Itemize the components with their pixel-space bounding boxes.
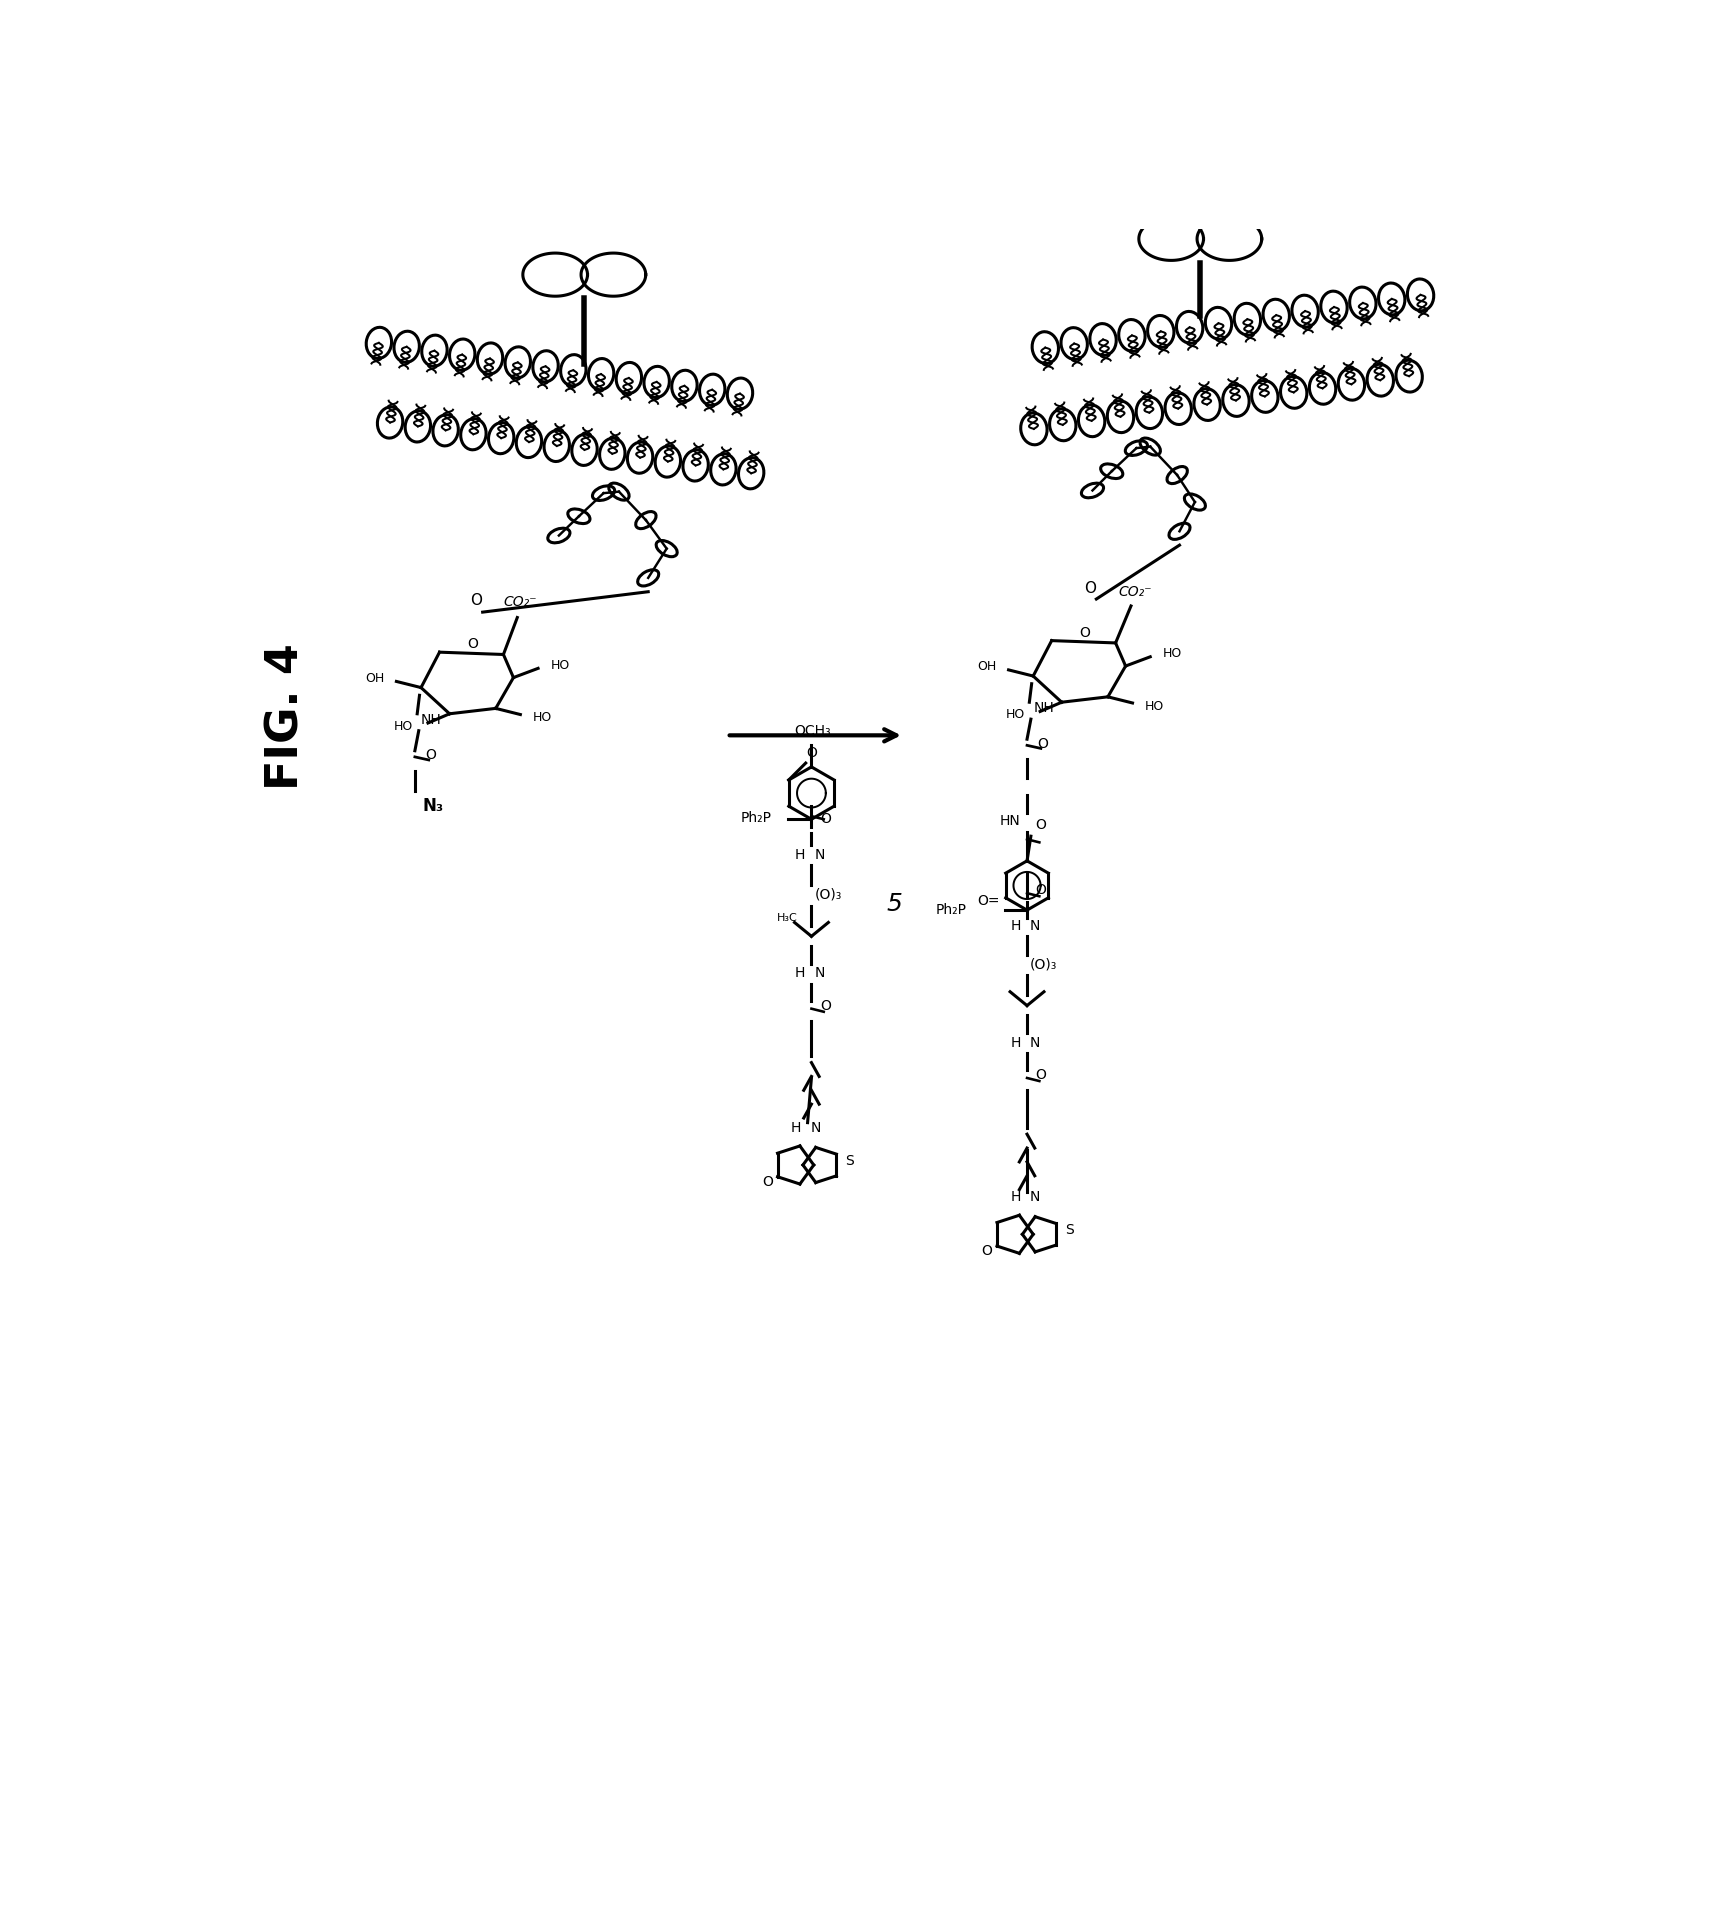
Text: OCH₃: OCH₃ (795, 725, 831, 738)
Text: O: O (1035, 1069, 1046, 1082)
Text: H: H (792, 1120, 802, 1136)
Text: O: O (1085, 581, 1097, 597)
Text: O: O (470, 593, 482, 608)
Text: O: O (425, 748, 435, 763)
Text: 5: 5 (886, 893, 903, 916)
Text: N₃: N₃ (423, 797, 444, 815)
Text: O=: O= (977, 895, 999, 908)
Text: O: O (1037, 736, 1047, 751)
Text: N: N (1030, 918, 1040, 933)
Text: H: H (1011, 918, 1022, 933)
Text: HO: HO (550, 660, 569, 671)
Text: HO: HO (1006, 707, 1025, 721)
Text: O: O (1035, 883, 1046, 897)
Text: N: N (1030, 1036, 1040, 1050)
Text: (O)₃: (O)₃ (814, 887, 842, 902)
Text: S: S (845, 1155, 854, 1168)
Text: CO₂⁻: CO₂⁻ (1119, 585, 1152, 598)
Text: FIG. 4: FIG. 4 (264, 642, 309, 790)
Text: H: H (1011, 1036, 1022, 1050)
Text: (O)₃: (O)₃ (1030, 958, 1058, 971)
Text: HN: HN (1001, 815, 1022, 828)
Text: H: H (795, 847, 806, 862)
Text: OH: OH (977, 660, 996, 673)
Text: S: S (1064, 1224, 1073, 1237)
Text: O: O (819, 813, 831, 826)
Text: NH: NH (1034, 702, 1054, 715)
Text: H₃C: H₃C (776, 912, 797, 923)
Text: N: N (814, 966, 824, 981)
Text: HO: HO (1162, 646, 1183, 660)
Text: O: O (1035, 818, 1046, 832)
Text: O: O (763, 1176, 773, 1189)
Text: N: N (1030, 1191, 1040, 1205)
Text: N: N (814, 847, 824, 862)
Text: CO₂⁻: CO₂⁻ (504, 595, 536, 610)
Text: H: H (1011, 1191, 1022, 1205)
Text: O: O (468, 637, 478, 652)
Text: Ph₂P: Ph₂P (740, 811, 771, 824)
Text: O: O (819, 998, 831, 1013)
Text: Ph₂P: Ph₂P (936, 902, 967, 918)
Text: O: O (982, 1245, 992, 1258)
Text: H: H (795, 966, 806, 981)
Text: HO: HO (533, 711, 552, 725)
Text: HO: HO (1145, 700, 1164, 713)
Text: N: N (811, 1120, 821, 1136)
Text: OH: OH (365, 671, 384, 684)
Text: O: O (806, 746, 818, 761)
Text: NH: NH (422, 713, 442, 727)
Text: HO: HO (393, 719, 413, 732)
Text: O: O (1080, 625, 1090, 641)
